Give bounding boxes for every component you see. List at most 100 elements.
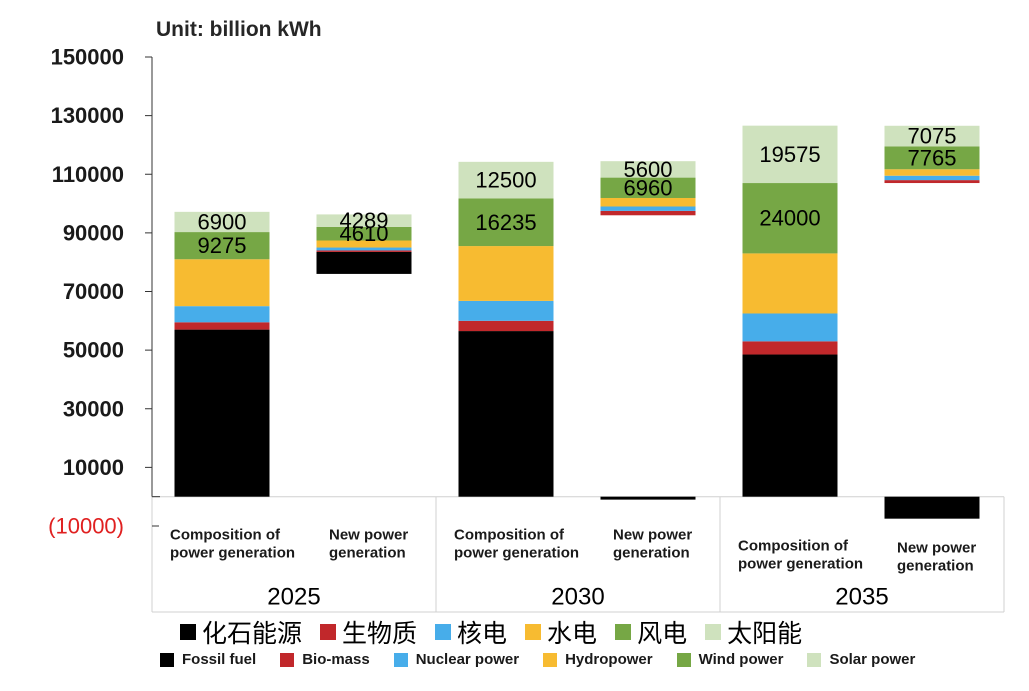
legend-swatch-solar: [705, 624, 722, 640]
bar-segment-fossil: [884, 496, 980, 519]
category-label: Composition of power generation: [170, 527, 295, 562]
bar-segment-solar: [316, 214, 412, 227]
bar-segment-fossil: [600, 496, 696, 500]
chart-title: Unit: billion kWh: [156, 18, 322, 41]
y-tick-label: 70000: [63, 279, 124, 304]
data-label-solar: 5600: [624, 157, 673, 182]
bar-segment-nuclear: [174, 306, 270, 323]
category-label: New power generation: [329, 527, 408, 562]
legend-label-nuclear-en: Nuclear power: [415, 651, 520, 668]
y-tick-label: (10000): [48, 514, 124, 539]
bar-segment-wind: [600, 177, 696, 198]
legend-swatch-wind: [615, 624, 632, 640]
bar-segment-nuclear: [600, 206, 696, 211]
y-tick-label: 10000: [63, 455, 124, 480]
data-label-wind: 9275: [198, 233, 247, 258]
data-label-solar: 4289: [340, 208, 389, 233]
data-label-wind: 16235: [475, 210, 536, 235]
bar-segment-solar: [174, 211, 270, 233]
bar-segment-hydro: [174, 259, 270, 307]
category-label-line: power generation: [170, 545, 295, 562]
bar-segment-solar: [884, 125, 980, 147]
bar-segment-bio: [316, 250, 412, 252]
category-label: Composition of power generation: [454, 527, 579, 562]
bar-segment-nuclear: [884, 175, 980, 181]
category-label-line: Composition of: [170, 527, 281, 544]
legend-label-fossil-cn: 化石能源: [202, 619, 303, 648]
category-label: New power generation: [613, 527, 692, 562]
category-label-line: New power: [897, 540, 976, 557]
data-label-solar: 7075: [908, 124, 957, 149]
y-tick-label: 150000: [51, 45, 124, 70]
bar-segment-fossil: [316, 251, 412, 274]
legend-swatch-hydro: [525, 624, 542, 640]
bar-segment-solar: [600, 161, 696, 178]
legend-swatch-wind: [676, 652, 691, 667]
category-label-line: Composition of: [738, 538, 849, 555]
data-label-solar: 19575: [759, 142, 820, 167]
category-label-line: New power: [329, 527, 408, 544]
category-label-line: generation: [613, 545, 690, 562]
legend-label-nuclear-cn: 核电: [457, 619, 508, 648]
legend-swatch-fossil: [180, 624, 196, 640]
bar-segment-wind: [884, 146, 980, 170]
bar-segment-bio: [884, 180, 980, 184]
bar-segment-fossil: [742, 354, 838, 497]
y-tick-label: 110000: [52, 162, 124, 187]
legend-swatch-bio: [280, 652, 295, 667]
legend-swatch-fossil: [160, 652, 174, 667]
legend-item-wind-cn: 风电: [615, 614, 687, 650]
legend-label-hydro-en: Hydropower: [565, 651, 653, 668]
data-label-wind: 7765: [908, 145, 957, 170]
legend-item-solar-en: Solar power: [807, 651, 915, 668]
bar-segment-hydro: [316, 240, 412, 248]
category-label: Composition of power generation: [738, 538, 863, 573]
y-tick-label: 90000: [63, 220, 124, 245]
legend-label-wind-cn: 风电: [637, 619, 688, 648]
legend-swatch-bio: [320, 624, 337, 640]
bar-segment-hydro: [884, 169, 980, 176]
category-label: New power generation: [897, 540, 976, 575]
category-label-line: power generation: [738, 556, 863, 573]
year-label: 2035: [835, 584, 888, 611]
legend-item-fossil-cn: 化石能源: [180, 614, 302, 650]
bar-segment-hydro: [458, 246, 554, 301]
legend-item-bio-en: Bio-mass: [280, 651, 370, 668]
legend-swatch-nuclear: [393, 652, 408, 667]
y-tick-label: 50000: [63, 338, 124, 363]
data-label-solar: 12500: [475, 168, 536, 193]
legend-label-bio-en: Bio-mass: [302, 651, 370, 668]
bar-segment-solar: [458, 161, 554, 199]
bar-segment-hydro: [600, 197, 696, 207]
legend-item-wind-en: Wind power: [676, 651, 783, 668]
bar-segment-solar: [742, 125, 838, 184]
category-label-line: generation: [897, 558, 974, 575]
category-label-line: Composition of: [454, 527, 565, 544]
bar-segment-bio: [458, 320, 554, 332]
legend-swatch-hydro: [543, 652, 558, 667]
bar-segment-nuclear: [742, 313, 838, 342]
bar-segment-wind: [458, 198, 554, 247]
legend-item-nuclear-cn: 核电: [435, 614, 507, 650]
bar-segment-nuclear: [316, 247, 412, 251]
data-label-wind: 24000: [759, 206, 820, 231]
legend-item-fossil-en: Fossil fuel: [160, 651, 256, 668]
legend-swatch-solar: [807, 652, 822, 667]
legend-swatch-nuclear: [435, 624, 452, 640]
bar-segment-hydro: [742, 253, 838, 314]
legend-item-nuclear-en: Nuclear power: [393, 651, 520, 668]
category-label-line: New power: [613, 527, 692, 544]
legend-label-fossil-en: Fossil fuel: [182, 651, 257, 668]
data-label-solar: 6900: [198, 209, 247, 234]
bar-segment-nuclear: [458, 300, 554, 321]
bar-segment-fossil: [458, 331, 554, 497]
bar-segment-bio: [742, 341, 838, 355]
legend-label-bio-cn: 生物质: [342, 619, 418, 648]
legend-english: Fossil fuel Bio-mass Nuclear power Hydro…: [160, 651, 939, 668]
year-label: 2030: [551, 584, 604, 611]
legend-label-hydro-cn: 水电: [547, 619, 598, 648]
legend-item-bio-cn: 生物质: [320, 614, 417, 650]
legend-item-hydro-en: Hydropower: [543, 651, 653, 668]
